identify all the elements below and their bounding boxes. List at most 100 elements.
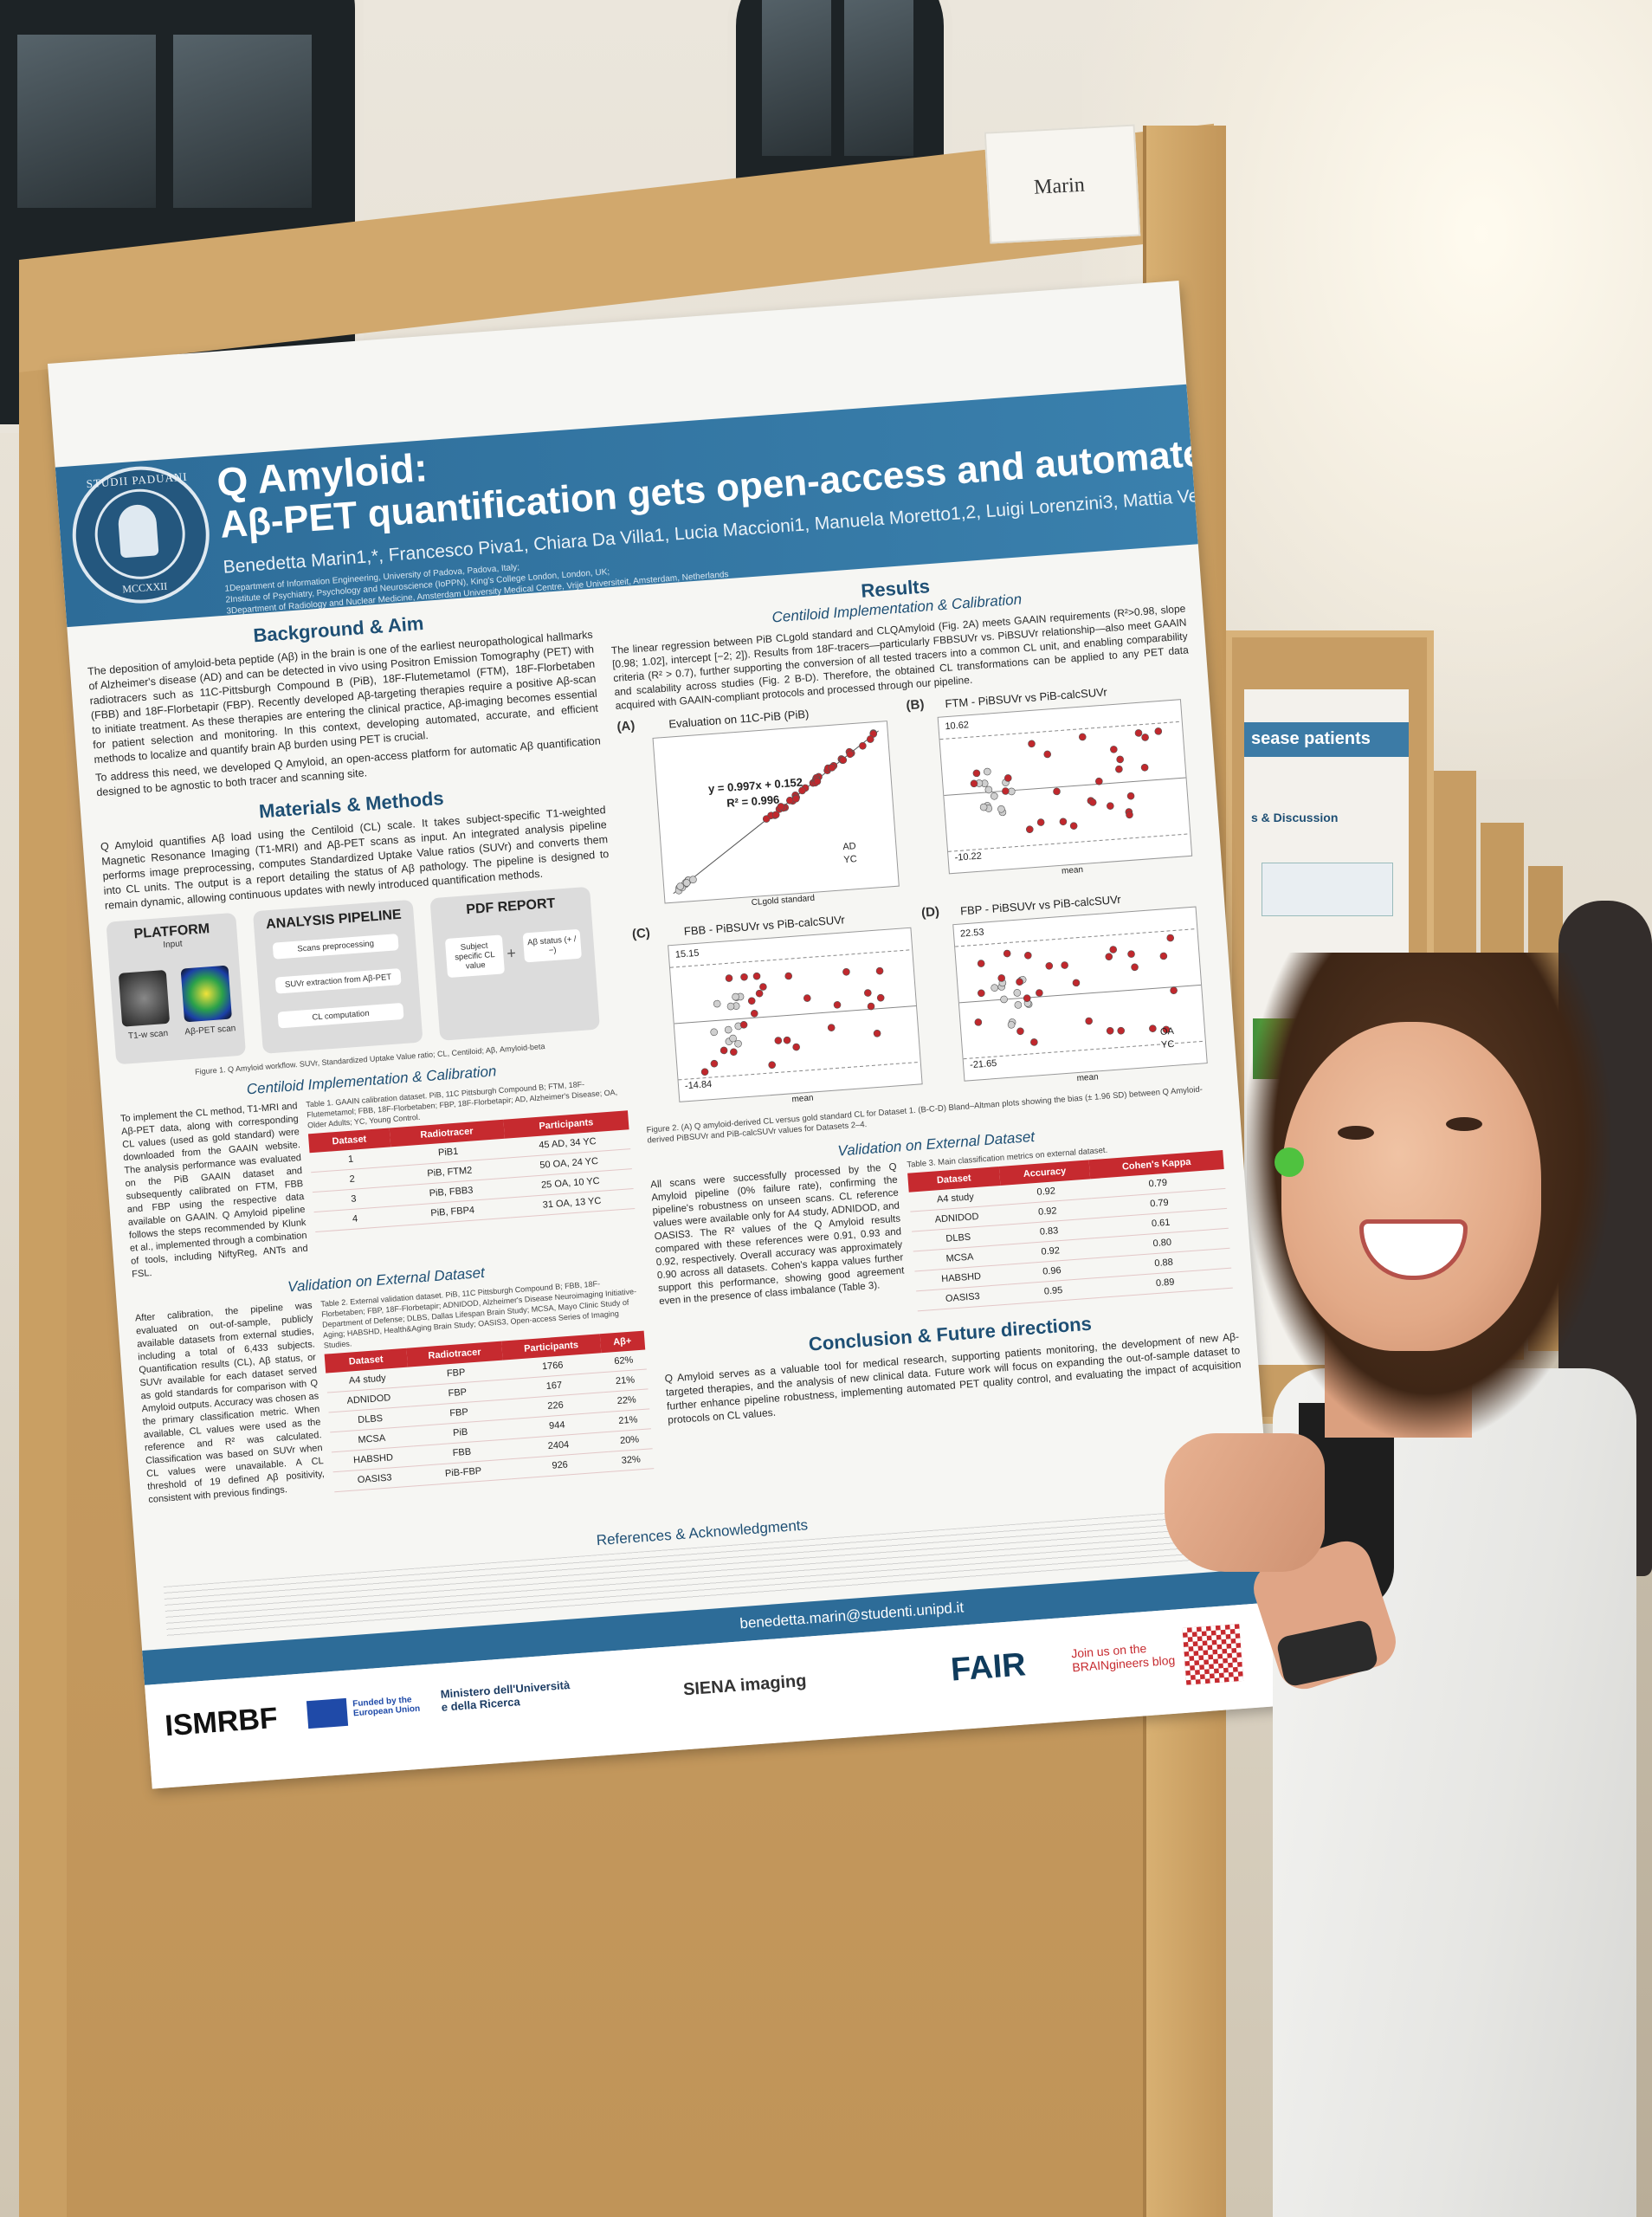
plot-point (991, 984, 998, 992)
plot-point (713, 999, 721, 1008)
plot-point (828, 763, 836, 772)
person-eye-left (1338, 1126, 1374, 1140)
plot-c-lower: -14.84 (684, 1079, 713, 1092)
plot-point (798, 786, 806, 795)
plot-d-upper: 22.53 (959, 927, 984, 940)
plot-point (1023, 951, 1032, 960)
plot-point (803, 994, 811, 1002)
plot-point (1014, 1001, 1023, 1009)
plot-point (1126, 792, 1135, 800)
left-column: Background & Aim The deposition of amylo… (85, 600, 655, 1507)
report-block: PDF REPORT Subject specific CL value + A… (429, 886, 600, 1041)
plot-point (970, 779, 978, 788)
plot-point (1109, 946, 1118, 953)
plot-point (747, 997, 756, 1005)
siena-imaging-logo: SIENA imaging (682, 1671, 808, 1700)
plot-point (1106, 1026, 1114, 1035)
plot-b-xlabel: mean (1061, 864, 1084, 876)
plot-point (752, 972, 761, 980)
plot-point (774, 1037, 783, 1044)
plot-point (839, 756, 848, 765)
plot-point (1025, 825, 1034, 834)
plot-point (791, 795, 800, 803)
plot-point (1110, 746, 1118, 753)
plot-point (740, 973, 748, 981)
table-external-dataset: Dataset Radiotracer Participants Aβ+ A4 … (324, 1330, 655, 1493)
plot-point (1095, 777, 1103, 785)
eu-flag-icon (306, 1697, 349, 1729)
platform-block: PLATFORM Input T1-w scan Aβ-PET scan (106, 912, 247, 1065)
plot-c-xlabel: mean (791, 1093, 814, 1105)
plot-point (700, 1068, 709, 1076)
plot-point (974, 1018, 983, 1026)
plot-point (783, 1036, 791, 1044)
plot-point (729, 1034, 737, 1043)
plot-point (1149, 1024, 1157, 1032)
plot-point (734, 1039, 742, 1048)
mur-logo: Ministero dell'Università e della Ricerc… (440, 1677, 571, 1714)
plot-point (1023, 994, 1031, 1003)
plot-b-bland-altman (937, 699, 1193, 875)
plot-a-legend-yc: YC (843, 854, 858, 866)
plot-point (724, 1025, 732, 1034)
plot-point (873, 1030, 881, 1037)
plot-point (725, 974, 733, 982)
plot-point (771, 811, 780, 819)
plot-point (1131, 963, 1139, 972)
plot-point (1134, 729, 1143, 737)
plot-point (997, 805, 1005, 813)
plot-point (833, 1001, 842, 1009)
plot-point (1061, 961, 1068, 969)
plot-point (972, 769, 981, 778)
plot-point (1043, 750, 1052, 759)
scientific-poster: STUDII PADUANI MCCXXII Q Amyloid: Aβ-PET… (48, 281, 1284, 1789)
board-frame-left (19, 312, 69, 2217)
eu-funding-logo: Funded by the European Union (352, 1695, 421, 1719)
plot-point (1028, 740, 1036, 748)
plot-point (739, 1021, 748, 1029)
table-calibration: Dataset Radiotracer Participants 1 PiB1 45… (307, 1110, 636, 1232)
plot-point (1007, 1021, 1016, 1029)
neighbor-poster-subtitle: s & Discussion (1251, 811, 1339, 824)
plot-point (1059, 818, 1068, 826)
plot-point (726, 1002, 735, 1011)
plot-a-scatter (652, 721, 900, 904)
plot-point (1115, 765, 1123, 773)
plot-point (1126, 811, 1133, 819)
plot-point (875, 966, 884, 975)
plot-point (792, 1043, 800, 1051)
plot-point (984, 785, 993, 794)
plot-point (813, 777, 822, 785)
plot-point (1154, 727, 1163, 735)
plot-point (1002, 787, 1010, 795)
plot-point (1078, 733, 1087, 741)
mri-brain-image (118, 969, 171, 1027)
plot-point (1069, 822, 1078, 830)
plot-point (1127, 950, 1135, 958)
plot-point (1036, 989, 1043, 997)
plot-point (867, 1002, 875, 1011)
plot-point (768, 1061, 776, 1070)
plot-point (1053, 787, 1061, 796)
plot-point (682, 879, 691, 887)
plot-point (1016, 978, 1023, 986)
plot-d-legend-yc: YC (1160, 1038, 1175, 1050)
plot-d-legend-oa: OA (1159, 1025, 1175, 1037)
plot-point (1105, 953, 1113, 961)
plot-b-lower: -10.22 (954, 850, 983, 863)
plot-d-xlabel: mean (1076, 1072, 1100, 1084)
plot-point (997, 974, 1005, 982)
figure2-plots: (A) Evaluation on 11C-PiB (PiB) y = 0.99… (616, 677, 1221, 1125)
plot-point (710, 1028, 718, 1037)
pet-brain-image (180, 965, 232, 1023)
neighbor-poster-title: sease patients (1251, 729, 1371, 748)
plot-point (1036, 818, 1045, 826)
person-eye-right (1446, 1117, 1482, 1131)
qr-code-icon (1182, 1624, 1244, 1685)
plot-point (1016, 1027, 1024, 1036)
fair-logo: FAIR (949, 1646, 1028, 1689)
plot-d-letter: (D) (920, 904, 940, 921)
green-earring (1274, 1147, 1304, 1177)
plot-c-bland-altman (668, 927, 923, 1102)
plot-point (1166, 934, 1175, 942)
